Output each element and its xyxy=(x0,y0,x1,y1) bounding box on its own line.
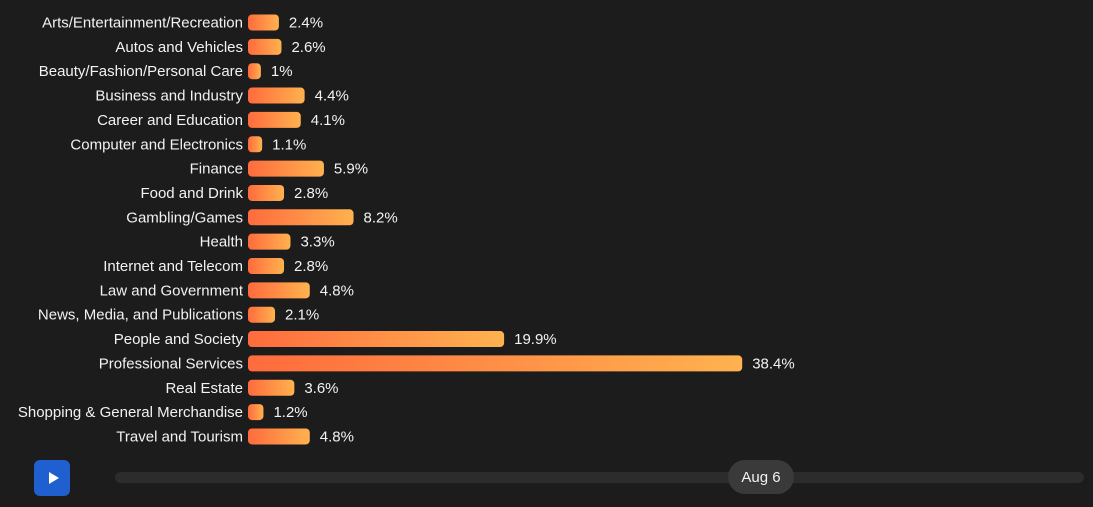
value-label: 2.8% xyxy=(294,185,328,202)
value-label: 3.6% xyxy=(304,380,338,397)
bar xyxy=(248,233,291,250)
value-label: 1.2% xyxy=(273,404,307,421)
value-label: 4.8% xyxy=(320,282,354,299)
value-label: 1.1% xyxy=(272,136,306,153)
value-label: 1% xyxy=(271,63,293,80)
bar xyxy=(248,379,295,396)
value-label: 8.2% xyxy=(364,209,398,226)
category-label: Internet and Telecom xyxy=(103,258,243,275)
category-label: Shopping & General Merchandise xyxy=(18,404,243,421)
category-label: Health xyxy=(200,234,243,251)
category-label: Finance xyxy=(190,161,243,178)
category-label: Arts/Entertainment/Recreation xyxy=(42,15,243,32)
value-label: 3.3% xyxy=(300,234,334,251)
value-label: 2.1% xyxy=(285,307,319,324)
category-label: Travel and Tourism xyxy=(116,428,243,445)
value-label: 4.1% xyxy=(311,112,345,129)
category-label: Real Estate xyxy=(165,380,243,397)
value-label: 4.4% xyxy=(315,88,349,105)
value-label: 2.8% xyxy=(294,258,328,275)
value-label: 2.6% xyxy=(291,39,325,56)
bar xyxy=(248,306,276,323)
bar xyxy=(248,136,263,153)
play-button[interactable] xyxy=(34,460,70,496)
bar xyxy=(248,111,301,128)
bar xyxy=(248,14,279,31)
value-label: 19.9% xyxy=(514,331,557,348)
bar xyxy=(248,184,285,201)
bar xyxy=(248,87,305,104)
bar xyxy=(248,258,285,274)
bar xyxy=(248,355,743,372)
category-label: Food and Drink xyxy=(140,185,243,202)
category-label: Autos and Vehicles xyxy=(115,39,243,56)
category-label: Business and Industry xyxy=(95,88,243,105)
category-label: Professional Services xyxy=(99,355,243,372)
bar-chart: Arts/Entertainment/Recreation 2.4% Autos a… xyxy=(18,14,795,445)
bar xyxy=(248,404,264,421)
value-label: 4.8% xyxy=(320,428,354,445)
category-label: Beauty/Fashion/Personal Care xyxy=(39,63,243,80)
bar xyxy=(248,209,354,226)
category-label: Gambling/Games xyxy=(126,209,243,226)
category-label: Career and Education xyxy=(97,112,243,129)
bar xyxy=(248,331,505,348)
category-label: People and Society xyxy=(114,331,244,348)
value-label: 5.9% xyxy=(334,161,368,178)
bar xyxy=(248,38,282,55)
value-label: 2.4% xyxy=(289,15,323,32)
bar xyxy=(248,428,310,445)
value-label: 38.4% xyxy=(752,355,795,372)
category-label: Computer and Electronics xyxy=(70,136,243,153)
timeline-date-label: Aug 6 xyxy=(741,468,781,486)
play-icon xyxy=(48,472,59,484)
timeline-handle[interactable]: Aug 6 xyxy=(728,460,794,494)
bar xyxy=(248,63,261,80)
category-label: Law and Government xyxy=(100,282,244,299)
timeline-slider[interactable] xyxy=(115,472,1084,483)
category-label: News, Media, and Publications xyxy=(38,307,243,324)
bar xyxy=(248,160,324,177)
bar xyxy=(248,282,310,299)
